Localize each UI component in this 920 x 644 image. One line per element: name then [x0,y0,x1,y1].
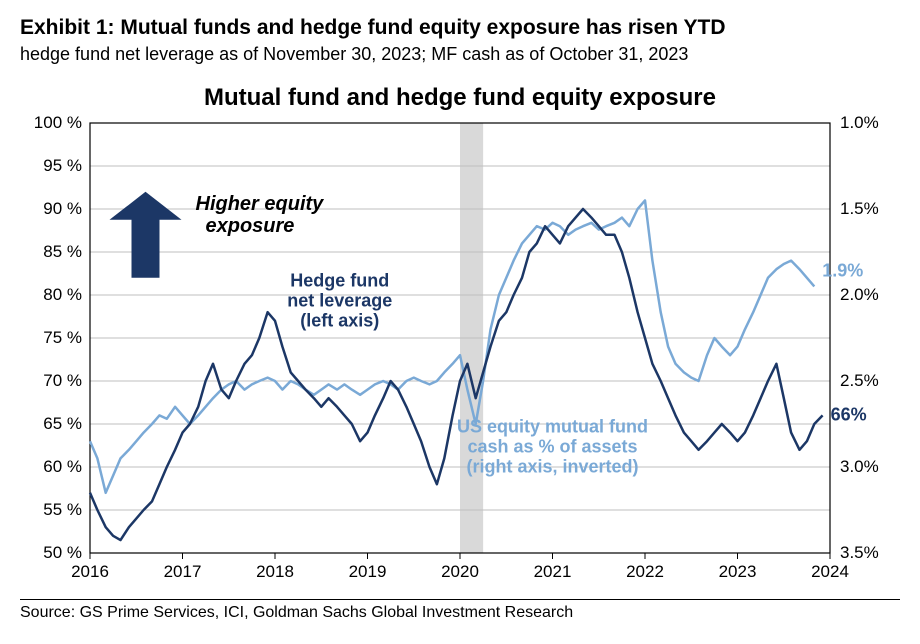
y-right-tick-label: 2.0% [840,285,879,304]
y-left-tick-label: 60 % [43,457,82,476]
up-arrow-icon [110,192,182,278]
y-left-tick-label: 75 % [43,328,82,347]
x-tick-label: 2024 [811,562,849,581]
x-tick-label: 2017 [164,562,202,581]
y-right-tick-label: 2.5% [840,371,879,390]
hedge-fund-annotation: Hedge fund [290,270,389,290]
y-left-tick-label: 85 % [43,242,82,261]
exhibit-subtitle: hedge fund net leverage as of November 3… [20,44,900,65]
mf-cash-annotation: (right axis, inverted) [466,457,638,477]
mf-cash-end-label: 1.9% [822,260,863,280]
x-tick-label: 2020 [441,562,479,581]
y-left-tick-label: 50 % [43,543,82,562]
x-tick-label: 2019 [349,562,387,581]
y-left-tick-label: 90 % [43,199,82,218]
x-tick-label: 2021 [534,562,572,581]
higher-equity-label: Higher equity [196,193,325,215]
y-right-tick-label: 3.0% [840,457,879,476]
series-mf-cash [90,200,814,492]
y-left-tick-label: 95 % [43,156,82,175]
x-tick-label: 2018 [256,562,294,581]
higher-equity-label: exposure [206,215,295,237]
hedge-fund-end-label: 66% [831,404,867,424]
chart-inner-title: Mutual fund and hedge fund equity exposu… [204,84,716,111]
hedge-fund-annotation: net leverage [287,290,392,310]
chart-svg: 2016 2017 2018 2019 2020 2021 2022 2023 2024 50 %… [20,73,900,593]
mf-cash-annotation: cash as % of assets [467,437,637,457]
chart-container: 2016 2017 2018 2019 2020 2021 2022 2023 2024 50 %… [20,73,900,593]
x-tick-label: 2022 [626,562,664,581]
mf-cash-annotation: US equity mutual fund [457,417,648,437]
y-right-tick-label: 3.5% [840,543,879,562]
y-left-tick-label: 80 % [43,285,82,304]
y-left-tick-label: 65 % [43,414,82,433]
x-tick-label: 2016 [71,562,109,581]
y-left-tick-label: 100 % [34,113,82,132]
exhibit-title: Exhibit 1: Mutual funds and hedge fund e… [20,16,900,40]
x-tick-label: 2023 [719,562,757,581]
hedge-fund-annotation: (left axis) [300,310,379,330]
series-hedge-fund [90,209,823,540]
y-right-tick-label: 1.0% [840,113,879,132]
y-right-tick-label: 1.5% [840,199,879,218]
y-left-tick-label: 70 % [43,371,82,390]
y-left-tick-label: 55 % [43,500,82,519]
source-line: Source: GS Prime Services, ICI, Goldman … [20,599,900,622]
